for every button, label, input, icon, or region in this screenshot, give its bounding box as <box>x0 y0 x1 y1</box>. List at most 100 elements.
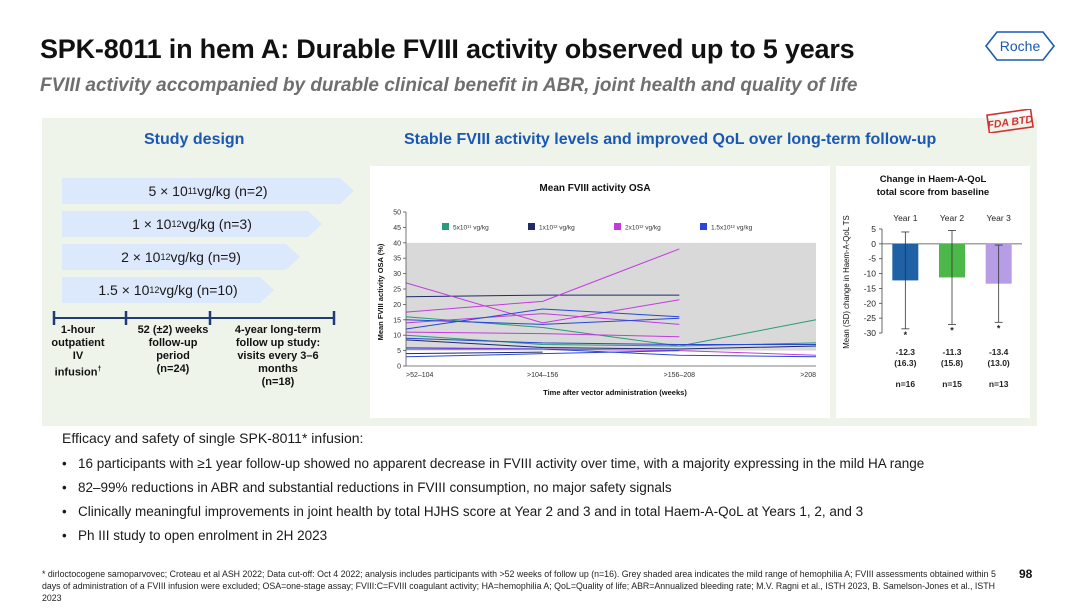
series-line <box>405 248 680 313</box>
dose-arrow-3: 2 × 10 12 vg/kg (n=9) <box>62 244 300 270</box>
qol-significance-marker: * <box>997 323 1001 333</box>
qol-category-label: Year 2 <box>940 213 965 223</box>
legend-swatch <box>442 223 449 230</box>
fda-btd-stamp: FDA BTD <box>986 109 1034 133</box>
dose-arrow-2-rest: vg/kg (n=3) <box>181 216 252 232</box>
dose-arrow-1-coef: 5 × 10 <box>148 183 188 199</box>
x-tick-label: >156–208 <box>664 372 695 379</box>
qol-y-tick-label: -20 <box>864 298 877 308</box>
timeline-step-followup-l2: follow-up <box>148 337 198 349</box>
y-tick-label: 5 <box>397 348 401 355</box>
dose-arrow-1-exp: 11 <box>187 186 198 196</box>
dose-arrow-2-coef: 1 × 10 <box>132 216 172 232</box>
qol-bar-chart: Change in Haem-A-QoL total score from ba… <box>842 174 1022 389</box>
timeline-step-ltfu-l5: (n=18) <box>261 376 295 388</box>
timeline-step-ltfu-l2: follow up study: <box>235 337 321 349</box>
qol-y-tick-label: -5 <box>868 254 876 264</box>
qol-category-label: Year 1 <box>893 213 918 223</box>
qol-category-label: Year 3 <box>987 213 1012 223</box>
timeline-step-infusion-l3-text: IV infusion <box>54 350 98 379</box>
dose-arrow-1-rest: vg/kg (n=2) <box>197 183 268 199</box>
series-line <box>405 337 816 345</box>
dose-arrow-4: 1.5 × 10 12 vg/kg (n=10) <box>62 277 274 303</box>
series-line <box>405 282 680 324</box>
timeline-step-infusion: 1-hour outpatient IV infusion† <box>48 324 108 380</box>
qol-y-tick-label: -10 <box>864 269 877 279</box>
legend-label: 1x10¹² vg/kg <box>539 225 575 232</box>
qol-sd-label: (16.3) <box>894 358 916 368</box>
series-line <box>405 313 680 325</box>
dose-arrow-4-coef: 1.5 × 10 <box>98 282 150 298</box>
y-tick-label: 45 <box>393 225 401 232</box>
dose-arrow-4-exp: 12 <box>149 285 160 295</box>
legend-swatch <box>528 223 535 230</box>
qol-significance-marker: * <box>904 330 908 340</box>
dose-arrow-1: 5 × 10 11 vg/kg (n=2) <box>62 178 354 204</box>
timeline-step-followup: 52 (±2) weeks follow-up period (n=24) <box>128 324 218 376</box>
timeline-step-infusion-l3: IV infusion† <box>48 350 108 380</box>
qol-sd-label: (13.0) <box>988 358 1010 368</box>
series-line <box>405 351 543 355</box>
timeline-step-ltfu: 4-year long-term follow up study: visits… <box>226 324 330 389</box>
dose-arrow-4-rest: vg/kg (n=10) <box>159 282 238 298</box>
y-tick-label: 10 <box>393 333 401 340</box>
efficacy-bullet-2: 82–99% reductions in ABR and substantial… <box>62 476 924 500</box>
fviii-activity-chart: Mean FVIII activity OSA Time after vecto… <box>376 183 817 397</box>
footnote: * dirloctocogene samoparvovec; Croteau e… <box>42 569 996 603</box>
timeline-step-ltfu-l3: visits every 3–6 <box>237 350 319 362</box>
x-tick-label: >104–156 <box>527 372 558 379</box>
line-chart-y-axis-label: Mean FVIII activity OSA (%) <box>376 243 385 340</box>
series-line <box>405 347 817 356</box>
timeline-step-followup-l4: (n=24) <box>156 363 190 375</box>
qol-value-label: -13.4 <box>989 347 1009 357</box>
efficacy-bullet-1: 16 participants with ≥1 year follow-up s… <box>62 452 924 476</box>
qol-y-tick-label: -25 <box>864 313 877 323</box>
dose-arrow-3-exp: 12 <box>160 252 171 262</box>
qol-chart-title-line2: total score from baseline <box>877 187 989 198</box>
qol-chart-y-axis-label: Mean (SD) change in Haem-A-QoL TS <box>842 215 851 348</box>
y-tick-label: 35 <box>393 256 401 263</box>
qol-chart-box: Change in Haem-A-QoL total score from ba… <box>836 166 1030 418</box>
legend-label: 2x10¹² vg/kg <box>625 225 661 232</box>
timeline-step-followup-l3: period <box>156 350 190 362</box>
qol-significance-marker: * <box>950 325 954 335</box>
timeline-step-ltfu-l1: 4-year long-term <box>234 324 322 336</box>
series-line <box>405 331 680 338</box>
qol-sd-label: (15.8) <box>941 358 963 368</box>
mild-ha-shaded-range <box>406 242 816 351</box>
qol-n-label: n=15 <box>942 379 962 389</box>
timeline-axis <box>52 311 336 325</box>
legend-label: 1.5x10¹² vg/kg <box>711 225 753 232</box>
dose-arrow-2: 1 × 10 12 vg/kg (n=3) <box>62 211 322 237</box>
y-tick-label: 25 <box>393 287 401 294</box>
page-title: SPK-8011 in hem A: Durable FVIII activit… <box>40 34 855 64</box>
roche-logo-text: Roche <box>1000 38 1041 54</box>
y-tick-label: 20 <box>393 302 401 309</box>
stamp-text: FDA BTD <box>987 113 1034 131</box>
y-tick-label: 0 <box>397 364 401 371</box>
series-line <box>405 308 680 330</box>
qol-value-label: -12.3 <box>896 347 916 357</box>
page-number: 98 <box>1019 567 1033 581</box>
qol-chart-title-line1: Change in Haem-A-QoL <box>880 174 987 185</box>
qol-y-tick-label: -30 <box>864 328 877 338</box>
y-tick-label: 15 <box>393 317 401 324</box>
y-tick-label: 30 <box>393 271 401 278</box>
efficacy-bullet-3: Clinically meaningful improvements in jo… <box>62 500 924 524</box>
qol-value-label: -11.3 <box>943 347 962 357</box>
qol-y-tick-label: 5 <box>871 224 876 234</box>
series-line <box>405 317 680 325</box>
series-line <box>405 350 680 358</box>
timeline-step-infusion-l1: 1-hour <box>60 324 96 336</box>
x-tick-label: >208 <box>800 372 816 379</box>
dose-arrow-2-exp: 12 <box>171 219 182 229</box>
legend-label: 5x10¹¹ vg/kg <box>453 225 489 232</box>
legend-swatch <box>700 223 707 230</box>
page-subtitle: FVIII activity accompanied by durable cl… <box>40 75 858 96</box>
line-chart-x-axis-label: Time after vector administration (weeks) <box>543 388 687 397</box>
y-tick-label: 50 <box>393 210 401 217</box>
study-design-heading: Study design <box>144 131 245 148</box>
efficacy-bullet-4: Ph III study to open enrolment in 2H 202… <box>62 524 924 548</box>
series-line <box>405 339 817 350</box>
qol-y-tick-label: 0 <box>871 239 876 249</box>
